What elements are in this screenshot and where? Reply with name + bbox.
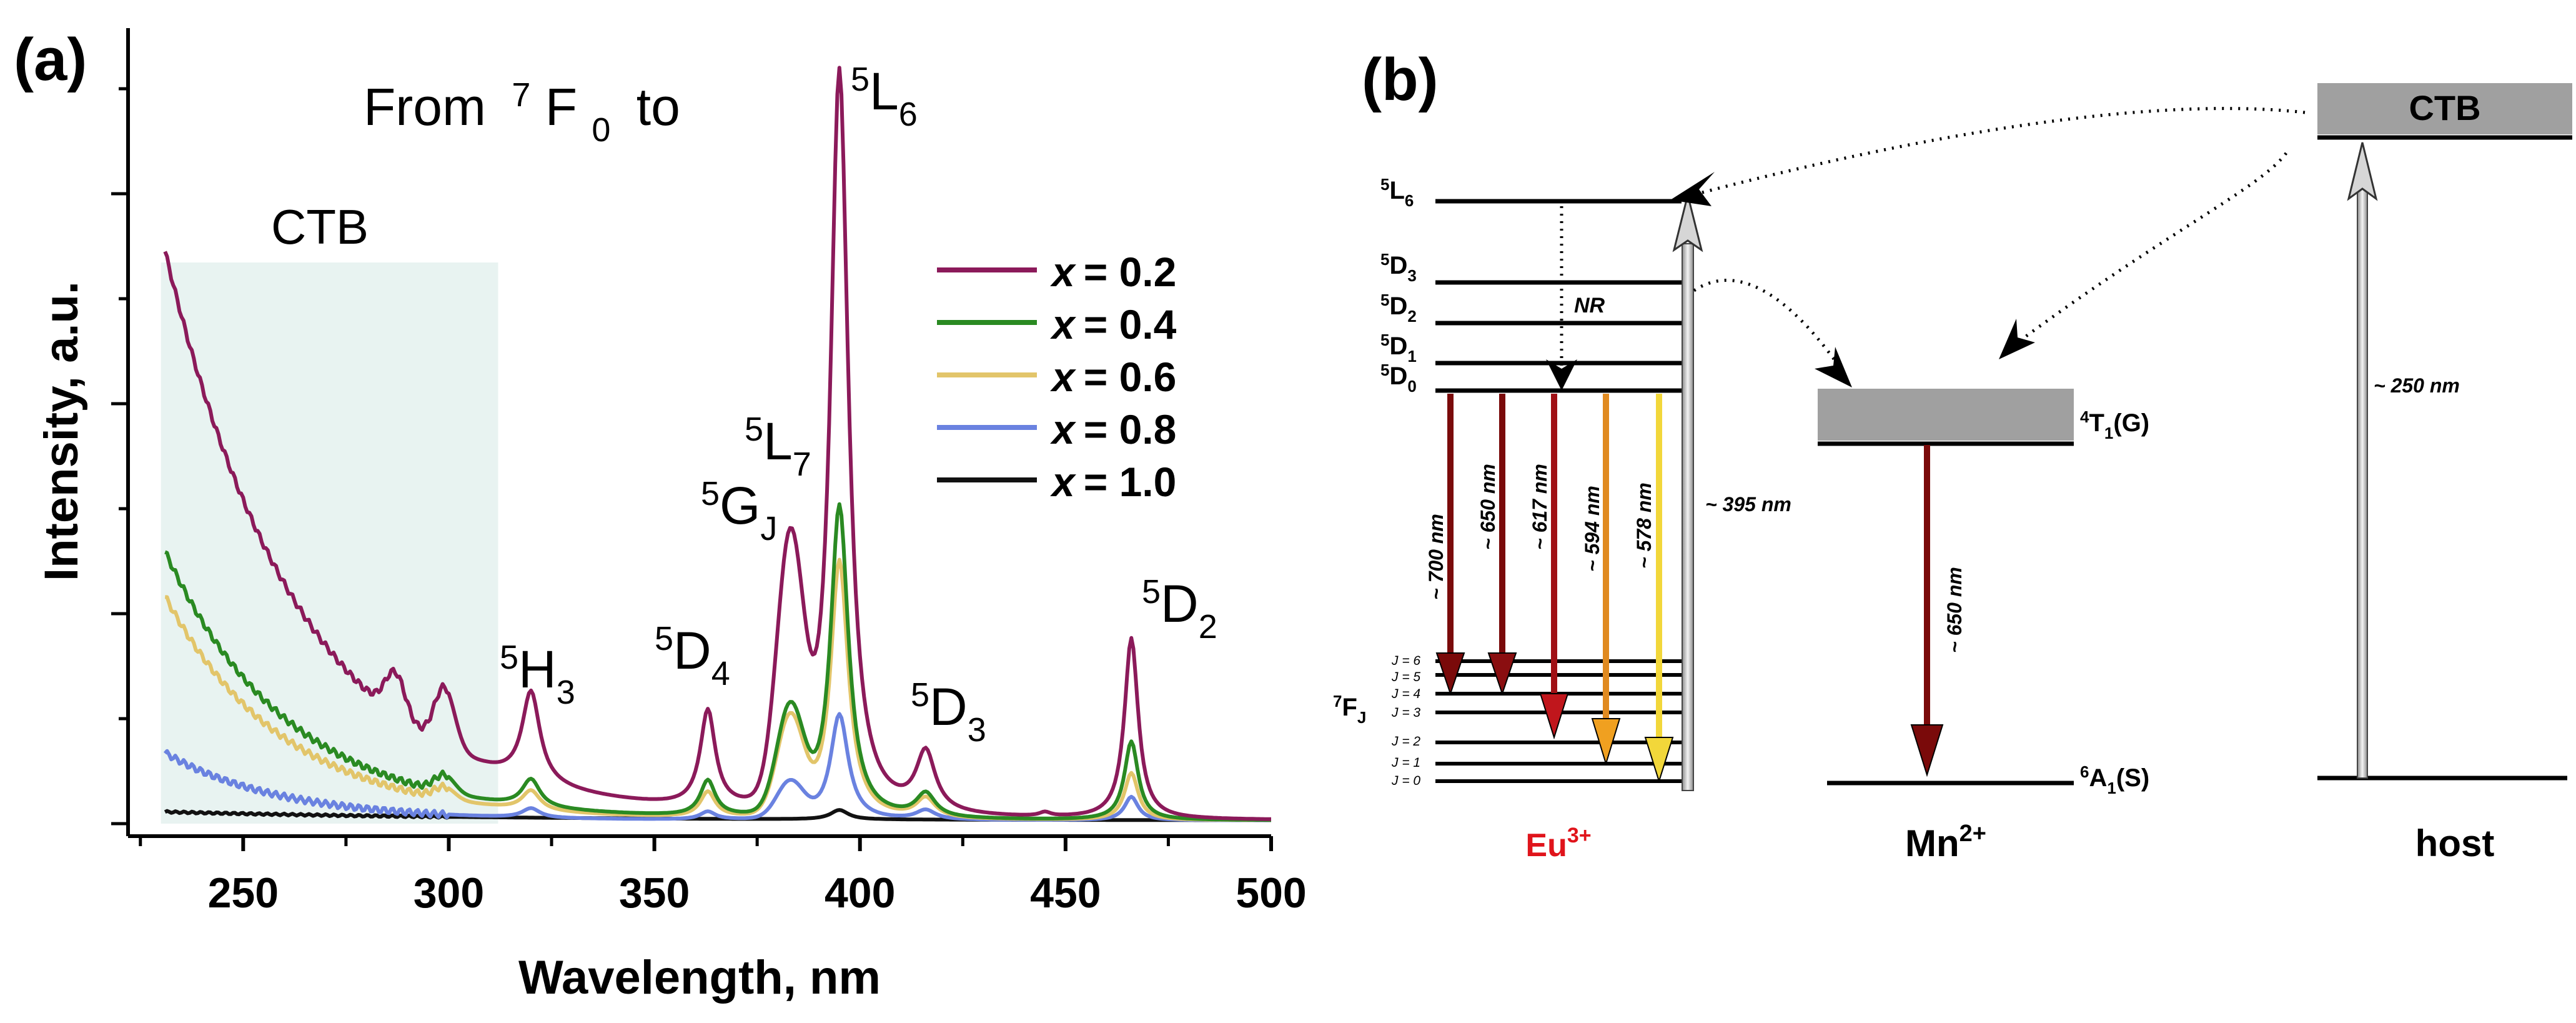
j-labels: J = 6 J = 5 J = 4 J = 3 J = 2 J = 1 J = …: [1391, 654, 1420, 788]
svg-text:~ 700 nm: ~ 700 nm: [1425, 514, 1447, 600]
x-tick-label-250: 250: [208, 869, 279, 917]
legend-entry: x = 0.2: [937, 249, 1176, 295]
emission-650: [1487, 394, 1517, 696]
legend-entry: x = 1.0: [937, 459, 1176, 505]
eu-emission-arrows: [1435, 394, 1674, 784]
from-word: From: [364, 77, 486, 136]
mn-6A1-label: 6A1(S): [2080, 762, 2149, 797]
x-axis-ticks: 250 300 350 400 450 500: [139, 836, 1307, 917]
mn-emission-label: ~ 650 nm: [1943, 567, 1966, 653]
x-tick-label-450: 450: [1030, 869, 1101, 917]
series-line-x0.4: [164, 502, 1271, 822]
panel-a-label: (a): [14, 26, 87, 93]
svg-text:x= 0.6: x = 0.6: [1050, 354, 1176, 400]
emission-700: [1435, 394, 1465, 696]
svg-text:x= 1.0: x = 1.0: [1050, 459, 1176, 505]
x-tick-label-500: 500: [1236, 869, 1306, 917]
panel-a: (a) CTB 250 300 350 400 450 500 Wavelength, n…: [14, 26, 1307, 1004]
legend-entry: x = 0.8: [937, 406, 1176, 452]
host-excitation-label: ~ 250 nm: [2374, 374, 2460, 397]
from-tail: to: [637, 77, 680, 136]
peak-label-5H3: 5H3: [500, 639, 575, 711]
label-5L6: 5L6: [1380, 175, 1414, 210]
svg-text:~ 617 nm: ~ 617 nm: [1528, 464, 1551, 550]
mn-emission-arrow: [1910, 445, 1944, 777]
series-line-x0.2: [163, 66, 1271, 821]
x-tick-label-300: 300: [414, 869, 484, 917]
energy-transfer-arrowheads: [1670, 172, 2035, 387]
from-annotation: From 7 F 0 to: [364, 59, 680, 152]
host-ctb-band: [2317, 83, 2572, 134]
y-axis-label: Intensity, a.u.: [35, 281, 88, 581]
svg-text:~ 650 nm: ~ 650 nm: [1477, 464, 1499, 550]
svg-text:x= 0.2: x = 0.2: [1050, 249, 1176, 295]
svg-text:J = 3: J = 3: [1391, 706, 1420, 720]
eu-column-label: Eu3+: [1525, 824, 1591, 864]
ground-manifold-levels: [1435, 659, 1682, 783]
peak-label-5GJ: 5GJ: [701, 475, 777, 547]
emission-labels: ~ 700 nm ~ 650 nm ~ 617 nm ~ 594 nm ~ 57…: [1425, 464, 1655, 600]
label-5D0: 5D0: [1380, 361, 1417, 396]
svg-text:J = 2: J = 2: [1391, 734, 1420, 749]
label-5D1: 5D1: [1380, 331, 1417, 366]
label-7FJ: 7FJ: [1333, 692, 1366, 727]
svg-text:~ 578 nm: ~ 578 nm: [1633, 482, 1655, 569]
panel-b: (b) 5L6 5D3 5D2 5D1 5D0 NR: [1333, 46, 2572, 864]
emission-594: [1591, 394, 1621, 766]
mn-column-label: Mn2+: [1905, 821, 1986, 864]
svg-text:J = 4: J = 4: [1391, 687, 1420, 701]
peak-label-5D4: 5D4: [655, 620, 730, 692]
eu-excited-levels: [1435, 199, 1682, 393]
peak-label-5D2: 5D2: [1142, 573, 1217, 646]
peak-label-5L7: 5L7: [745, 411, 811, 483]
nr-arrowhead: [1546, 359, 1577, 391]
from-sub: 0: [592, 111, 610, 149]
host-column-label: host: [2415, 822, 2495, 864]
host-excitation-arrow: [2347, 142, 2378, 779]
ctb-shaded-region: [161, 262, 498, 824]
spectra-lines: [163, 66, 1271, 822]
host-ctb-label: CTB: [2409, 88, 2480, 127]
emission-578: [1644, 394, 1674, 784]
from-main: F: [545, 77, 577, 136]
svg-text:x= 0.4: x = 0.4: [1050, 301, 1177, 347]
x-tick-label-400: 400: [825, 869, 895, 917]
emission-617: [1539, 394, 1569, 740]
mn-4T1-label: 4T1(G): [2080, 407, 2149, 442]
eu-excitation-arrow: [1672, 194, 1703, 791]
mn-4T1-band: [1818, 389, 2074, 441]
svg-text:~ 594 nm: ~ 594 nm: [1581, 486, 1603, 572]
eu-excited-level-labels: 5L6 5D3 5D2 5D1 5D0: [1380, 175, 1417, 396]
energy-transfer-paths: [1692, 107, 2306, 364]
ctb-region-label: CTB: [271, 199, 369, 254]
panel-b-label: (b): [1362, 46, 1439, 113]
label-5D2: 5D2: [1380, 291, 1417, 326]
excitation-395-label: ~ 395 nm: [1705, 493, 1791, 516]
legend: x = 0.2 x = 0.4 x = 0.6 x = 0.8 x = 1.0: [937, 249, 1177, 505]
svg-text:J = 0: J = 0: [1391, 774, 1420, 788]
x-tick-label-350: 350: [619, 869, 690, 917]
svg-text:J = 5: J = 5: [1391, 670, 1420, 684]
legend-entry: x = 0.4: [937, 301, 1177, 347]
y-axis-ticks: [111, 87, 128, 826]
peak-label-5L6: 5L6: [851, 61, 918, 133]
from-sup: 7: [512, 76, 530, 114]
x-axis-label: Wavelength, nm: [518, 951, 881, 1004]
svg-text:J = 6: J = 6: [1391, 654, 1420, 668]
label-5D3: 5D3: [1380, 250, 1417, 285]
legend-entry: x = 0.6: [937, 354, 1176, 400]
svg-text:J = 1: J = 1: [1391, 756, 1420, 770]
svg-text:x= 0.8: x = 0.8: [1050, 406, 1176, 452]
peak-label-5D3: 5D3: [911, 676, 986, 749]
nr-label: NR: [1574, 294, 1605, 317]
